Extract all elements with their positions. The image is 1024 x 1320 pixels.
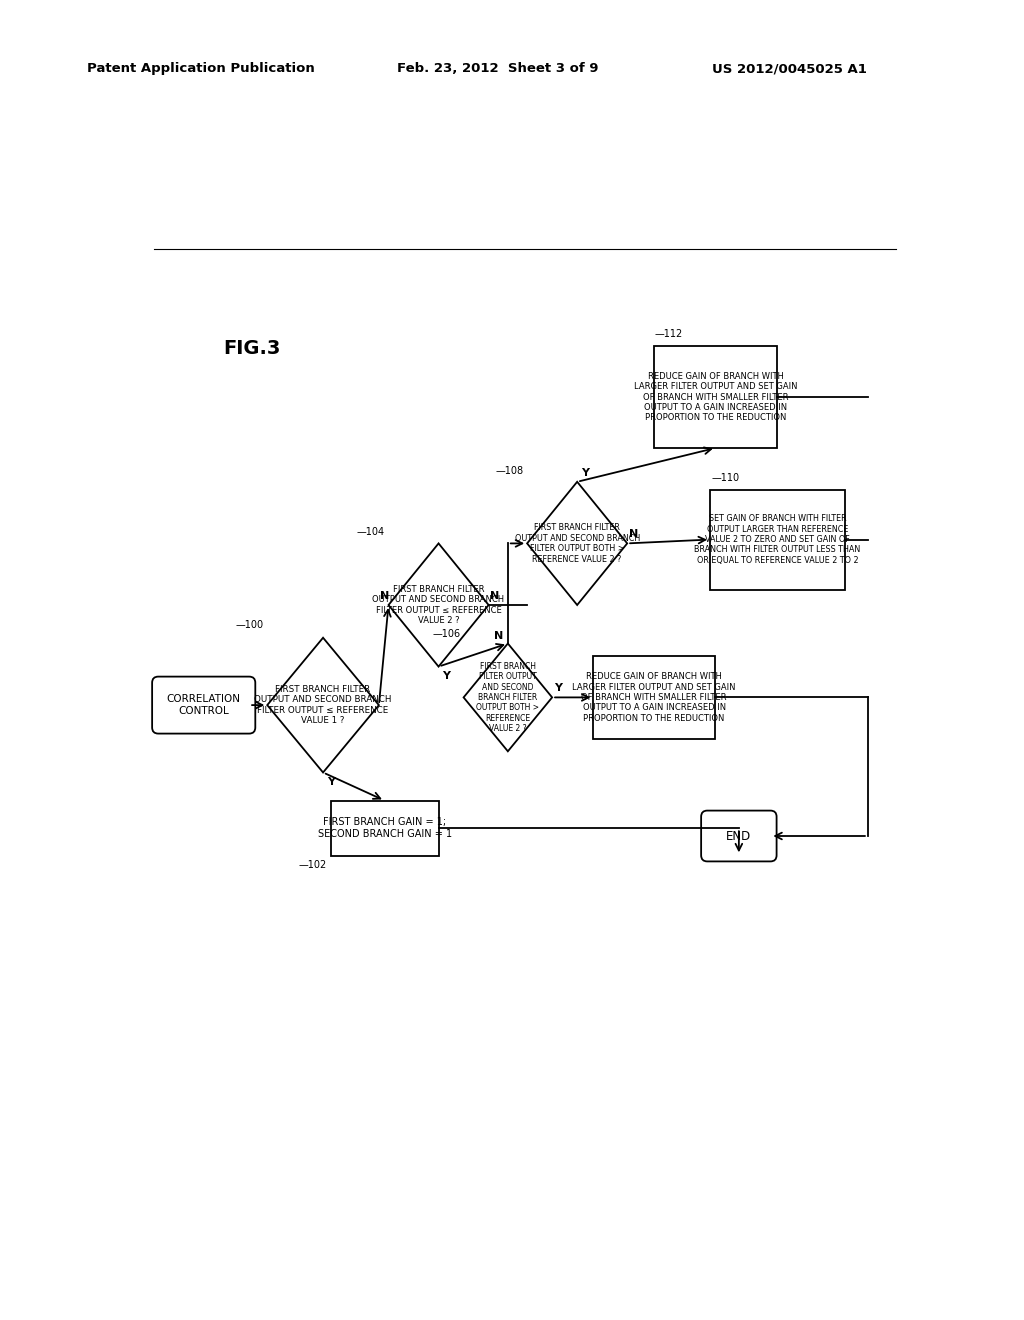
Text: Y: Y	[554, 684, 562, 693]
Text: —106: —106	[432, 628, 461, 639]
Polygon shape	[464, 644, 552, 751]
Bar	[710, 490, 845, 590]
Bar	[593, 656, 715, 739]
Text: N: N	[381, 591, 390, 601]
Text: Patent Application Publication: Patent Application Publication	[87, 62, 314, 75]
Text: —104: —104	[356, 527, 385, 537]
Text: FIRST BRANCH GAIN = 1;
SECOND BRANCH GAIN = 1: FIRST BRANCH GAIN = 1; SECOND BRANCH GAI…	[317, 817, 452, 840]
Text: Y: Y	[581, 467, 589, 478]
Text: N: N	[490, 591, 500, 601]
Bar	[654, 346, 777, 447]
Polygon shape	[267, 638, 379, 772]
Text: SET GAIN OF BRANCH WITH FILTER
OUTPUT LARGER THAN REFERENCE
VALUE 2 TO ZERO AND : SET GAIN OF BRANCH WITH FILTER OUTPUT LA…	[694, 515, 860, 565]
Text: FIRST BRANCH
FILTER OUTPUT
AND SECOND
BRANCH FILTER
OUTPUT BOTH >
REFERENCE
VALU: FIRST BRANCH FILTER OUTPUT AND SECOND BR…	[476, 661, 540, 733]
Text: Y: Y	[327, 776, 335, 787]
Text: Y: Y	[442, 671, 451, 681]
Text: —108: —108	[496, 466, 523, 475]
Text: N: N	[629, 529, 638, 539]
FancyBboxPatch shape	[701, 810, 776, 862]
Text: —112: —112	[654, 329, 682, 339]
Polygon shape	[388, 544, 488, 667]
Text: END: END	[726, 829, 752, 842]
Text: FIG.3: FIG.3	[223, 339, 281, 358]
Text: FIRST BRANCH FILTER
OUTPUT AND SECOND BRANCH
FILTER OUTPUT BOTH >
REFERENCE VALU: FIRST BRANCH FILTER OUTPUT AND SECOND BR…	[514, 523, 640, 564]
FancyBboxPatch shape	[153, 677, 255, 734]
Text: US 2012/0045025 A1: US 2012/0045025 A1	[712, 62, 866, 75]
Text: Feb. 23, 2012  Sheet 3 of 9: Feb. 23, 2012 Sheet 3 of 9	[397, 62, 599, 75]
Bar	[331, 800, 438, 857]
Text: N: N	[494, 631, 503, 640]
Text: REDUCE GAIN OF BRANCH WITH
LARGER FILTER OUTPUT AND SET GAIN
OF BRANCH WITH SMAL: REDUCE GAIN OF BRANCH WITH LARGER FILTER…	[572, 672, 736, 722]
Text: —110: —110	[712, 474, 739, 483]
Polygon shape	[527, 482, 628, 605]
Text: FIRST BRANCH FILTER
OUTPUT AND SECOND BRANCH
FILTER OUTPUT ≤ REFERENCE
VALUE 2 ?: FIRST BRANCH FILTER OUTPUT AND SECOND BR…	[373, 585, 505, 626]
Text: —102: —102	[299, 859, 327, 870]
Text: FIRST BRANCH FILTER
OUTPUT AND SECOND BRANCH
FILTER OUTPUT ≤ REFERENCE
VALUE 1 ?: FIRST BRANCH FILTER OUTPUT AND SECOND BR…	[254, 685, 392, 725]
Text: CORRELATION
CONTROL: CORRELATION CONTROL	[167, 694, 241, 715]
Text: —100: —100	[236, 620, 263, 630]
Text: REDUCE GAIN OF BRANCH WITH
LARGER FILTER OUTPUT AND SET GAIN
OF BRANCH WITH SMAL: REDUCE GAIN OF BRANCH WITH LARGER FILTER…	[634, 372, 798, 422]
